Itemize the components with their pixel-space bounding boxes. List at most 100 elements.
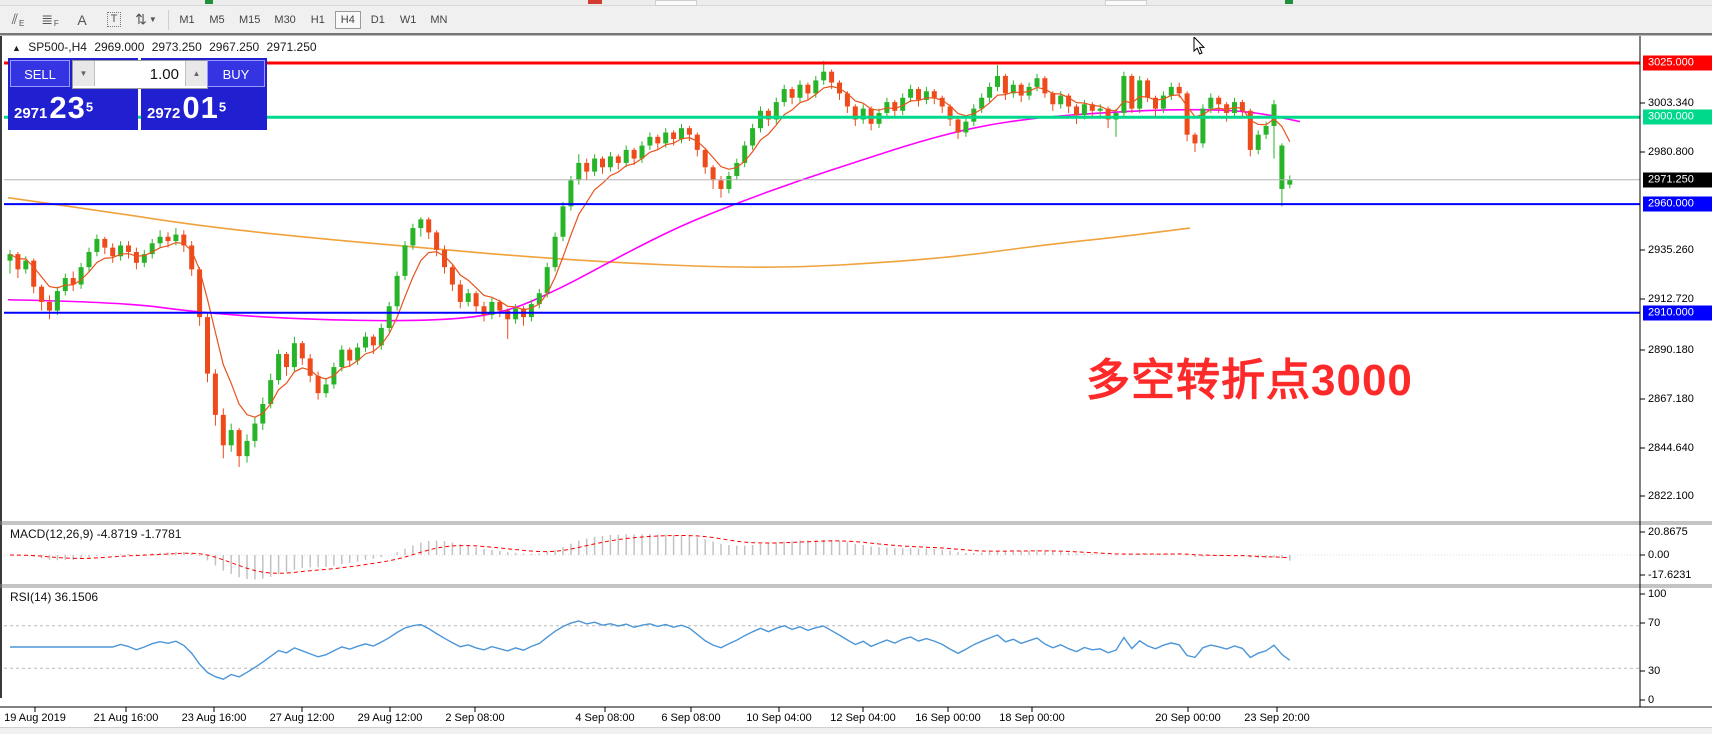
candle — [189, 241, 195, 276]
volume-increase-button[interactable]: ▲ — [185, 61, 207, 86]
price-tick-label: 2912.720 — [1648, 293, 1694, 305]
toolbar-fragment-red — [588, 0, 602, 4]
timeframe-d1[interactable]: D1 — [365, 11, 391, 29]
candle — [963, 117, 969, 137]
text-label-icon[interactable]: A — [68, 8, 96, 31]
buy-price-big: 01 — [182, 90, 219, 125]
text-label-icon: A — [77, 11, 87, 28]
candle — [347, 347, 353, 368]
candle — [1160, 91, 1166, 113]
candle — [955, 117, 961, 140]
candle — [457, 280, 463, 309]
price-tick-label: 2935.260 — [1648, 244, 1694, 256]
timeframe-m30[interactable]: M30 — [269, 11, 300, 29]
candle — [157, 230, 163, 248]
candle — [31, 258, 37, 294]
time-tick-label: 27 Aug 12:00 — [269, 712, 335, 724]
candle — [939, 95, 945, 113]
candle — [54, 286, 60, 315]
candle — [797, 80, 803, 103]
candle — [236, 427, 242, 467]
volume-decrease-button[interactable]: ▼ — [73, 61, 95, 86]
candle — [734, 158, 740, 181]
candle — [758, 106, 763, 133]
candle — [386, 301, 392, 333]
volume-stepper: ▼ ▲ — [72, 60, 208, 89]
arrows-icon: ⇅ — [135, 11, 147, 27]
text-box-icon[interactable]: T — [100, 8, 128, 31]
candle — [821, 60, 827, 85]
candle — [750, 123, 756, 150]
candle — [402, 241, 408, 281]
arrows-icon[interactable]: ⇅ ▼ — [132, 8, 160, 31]
candle — [987, 82, 993, 103]
toolbar-divider — [0, 33, 1712, 36]
candle — [844, 91, 850, 113]
candle — [299, 341, 305, 365]
window-top-edge — [0, 0, 1712, 6]
macd-label: MACD(12,26,9) -4.8719 -1.7781 — [10, 527, 182, 541]
timeframe-mn[interactable]: MN — [425, 11, 452, 29]
macd-panel — [4, 534, 1640, 580]
candle — [205, 312, 210, 383]
candle — [442, 245, 447, 274]
candle — [552, 232, 558, 272]
candle — [860, 104, 866, 124]
candle — [544, 262, 550, 298]
one-click-trading-panel: SELL ▼ ▲ BUY 2971235 2972015 — [8, 58, 267, 130]
candle — [291, 336, 297, 372]
candle — [1010, 80, 1016, 98]
candle — [497, 299, 503, 318]
volume-input[interactable] — [95, 61, 185, 88]
equidistant-channel-icon[interactable]: ⫽ E — [4, 8, 32, 31]
buy-price-sup: 5 — [218, 99, 227, 115]
candle — [323, 377, 329, 398]
timeframe-h1[interactable]: H1 — [305, 11, 331, 29]
timeframes-group: M1 M5 M15 M30 H1 H4 D1 W1 MN — [172, 6, 454, 33]
rsi-panel — [4, 620, 1640, 680]
candle — [449, 264, 455, 292]
candle — [1074, 104, 1079, 124]
candle — [284, 351, 289, 376]
chart-toolbar: ⫽ E ≣ F A T ⇅ ▼ M1 M5 M15 M30 H1 H4 D1 W1 MN — [0, 6, 1712, 33]
candle — [47, 295, 52, 320]
sell-price[interactable]: 2971235 — [14, 90, 93, 126]
timeframe-m5[interactable]: M5 — [204, 11, 230, 29]
rsi-axis-label: 0 — [1648, 694, 1655, 706]
timeframe-w1[interactable]: W1 — [395, 11, 422, 29]
candle — [118, 241, 124, 261]
timeframe-h4[interactable]: H4 — [334, 10, 361, 29]
ohlc-low: 2967.250 — [209, 40, 260, 54]
buy-price[interactable]: 2972015 — [147, 90, 226, 126]
candle — [1153, 95, 1158, 118]
candle — [694, 132, 700, 157]
candle — [149, 238, 155, 259]
candle — [1034, 73, 1040, 92]
sell-button[interactable]: SELL — [10, 60, 70, 87]
candle — [102, 236, 108, 255]
candle — [181, 230, 187, 252]
main-chart-panel — [4, 60, 1640, 467]
candle — [789, 86, 795, 105]
candle — [726, 171, 732, 194]
ma-fast-line — [9, 85, 1291, 418]
candle — [489, 297, 495, 320]
buy-price-prefix: 2972 — [147, 105, 181, 122]
candle — [339, 345, 345, 372]
timeframe-m15[interactable]: M15 — [234, 11, 265, 29]
symbol-name: SP500-,H4 — [28, 40, 87, 54]
candle — [1192, 132, 1198, 153]
time-tick-label: 21 Aug 16:00 — [93, 712, 159, 724]
time-tick-label: 29 Aug 12:00 — [357, 712, 423, 724]
fibonacci-icon[interactable]: ≣ F — [36, 8, 64, 31]
collapse-trade-panel-icon[interactable]: ▲ — [12, 43, 21, 53]
candle — [584, 158, 590, 181]
price-badge: 3025.000 — [1643, 55, 1712, 71]
time-tick-label: 4 Sep 08:00 — [575, 712, 635, 724]
candle — [1066, 93, 1072, 113]
timeframe-m1[interactable]: M1 — [174, 11, 200, 29]
candle — [473, 291, 479, 313]
buy-button[interactable]: BUY — [207, 60, 265, 87]
ohlc-open: 2969.000 — [94, 40, 145, 54]
